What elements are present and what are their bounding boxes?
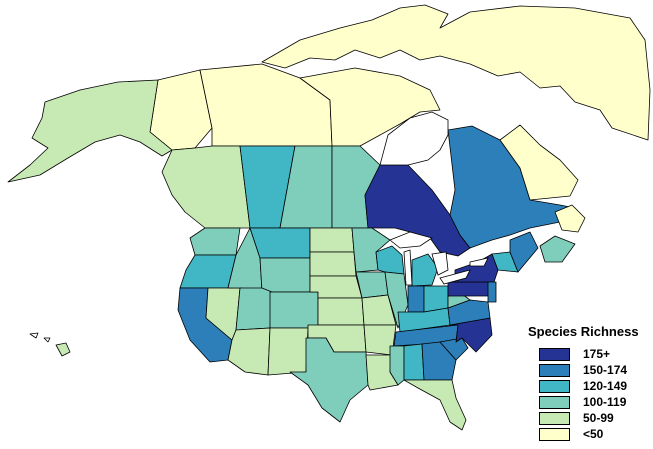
region-montana: [249, 227, 311, 259]
legend-label: 100-119: [583, 395, 627, 409]
region-hawaii-islets: [29, 332, 51, 343]
hudson-bay: [379, 111, 449, 166]
region-alaska: [7, 79, 173, 183]
lake-huron: [431, 251, 449, 276]
region-georgia: [421, 341, 457, 381]
region-arizona: [227, 327, 271, 376]
lake-erie: [439, 269, 471, 285]
legend-item: 175+: [539, 347, 649, 361]
region-wyoming: [259, 257, 311, 293]
region-south-dakota: [309, 251, 357, 277]
legend-swatch: [539, 348, 570, 361]
region-washington: [189, 227, 241, 256]
legend-swatch: [539, 396, 570, 409]
legend-label: 50-99: [583, 411, 614, 425]
region-oregon: [179, 254, 237, 289]
lake-ontario: [469, 257, 489, 267]
legend-swatch: [539, 380, 570, 393]
region-florida: [403, 379, 467, 431]
region-colorado: [269, 291, 319, 329]
region-utah: [235, 287, 273, 331]
region-british-columbia: [161, 145, 251, 229]
legend-label: 120-149: [583, 379, 628, 393]
legend-label: <50: [583, 427, 604, 441]
legend-label: 150-174: [583, 363, 628, 377]
lake-michigan: [403, 249, 413, 286]
region-maritimes: [539, 235, 576, 263]
region-hawaii: [55, 342, 71, 357]
region-newfoundland-island: [554, 204, 586, 233]
region-maine: [509, 231, 539, 273]
region-wisconsin: [375, 245, 405, 275]
region-mississippi: [389, 345, 405, 386]
region-new-mexico: [267, 327, 309, 376]
legend-item: 100-119: [539, 395, 649, 409]
legend-item: <50: [539, 427, 649, 441]
region-kansas: [317, 297, 365, 326]
lake-superior: [389, 231, 433, 249]
region-indiana: [407, 285, 425, 313]
region-newfoundland-labrador: [499, 124, 579, 201]
legend-swatch: [539, 364, 570, 377]
region-pennsylvania: [447, 281, 493, 297]
region-arctic-islands: [261, 4, 651, 141]
legend-item: 50-99: [539, 411, 649, 425]
legend: Species Richness 175+ 150-174 120-149 10…: [522, 324, 650, 444]
region-new-jersey: [487, 281, 497, 303]
region-south-carolina: [439, 337, 469, 361]
legend-item: 150-174: [539, 363, 649, 377]
region-north-dakota: [309, 227, 355, 253]
region-ohio: [423, 285, 449, 313]
legend-label: 175+: [583, 347, 611, 361]
region-north-carolina: [449, 317, 493, 353]
legend-title: Species Richness: [528, 324, 639, 339]
legend-swatch: [539, 412, 570, 425]
legend-swatch: [539, 428, 570, 441]
region-iowa: [355, 271, 389, 299]
legend-item: 120-149: [539, 379, 649, 393]
region-nebraska: [309, 275, 363, 299]
region-texas: [289, 337, 369, 423]
region-alabama: [403, 343, 425, 381]
